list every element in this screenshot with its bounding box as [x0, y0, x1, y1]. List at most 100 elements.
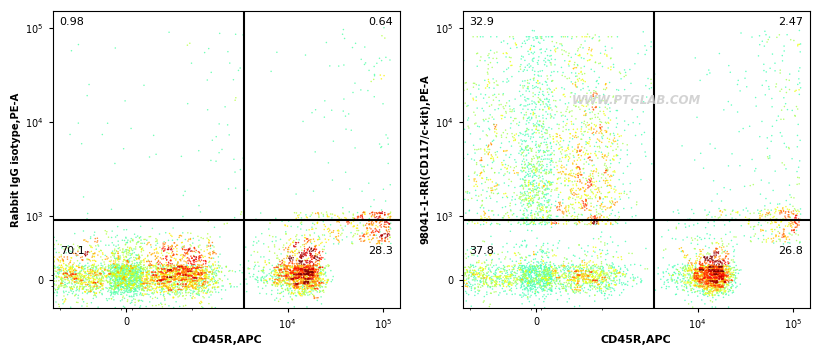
Point: [607, 148, 620, 153]
Point: [80, 216, 94, 222]
Point: [594, 273, 607, 279]
Point: [186, 271, 200, 277]
Point: [644, 44, 658, 49]
Point: [538, 269, 551, 275]
Point: [532, 197, 545, 202]
Point: [572, 71, 585, 77]
Point: [212, 263, 225, 268]
Point: [717, 282, 730, 288]
Point: [60, 270, 73, 276]
Point: [105, 280, 118, 286]
Point: [295, 271, 308, 277]
Point: [354, 236, 367, 241]
Point: [85, 269, 99, 275]
Point: [103, 268, 116, 273]
Point: [544, 272, 557, 278]
Point: [162, 267, 175, 273]
Point: [761, 220, 774, 226]
Point: [716, 265, 729, 270]
Point: [711, 287, 724, 293]
Point: [723, 277, 736, 283]
Point: [679, 255, 692, 260]
Point: [529, 122, 542, 128]
Point: [58, 273, 71, 279]
Point: [713, 274, 726, 280]
Point: [251, 260, 264, 265]
Point: [704, 269, 718, 275]
Point: [530, 168, 544, 174]
Point: [306, 286, 319, 292]
Point: [313, 235, 326, 240]
Point: [604, 264, 617, 270]
Point: [489, 284, 502, 289]
Point: [516, 218, 529, 223]
Point: [186, 269, 199, 274]
Point: [703, 290, 716, 296]
Point: [282, 291, 296, 297]
Point: [302, 269, 315, 275]
Point: [533, 272, 546, 277]
Point: [776, 53, 789, 58]
Point: [197, 279, 210, 285]
Point: [199, 258, 212, 263]
Point: [658, 279, 671, 285]
Point: [302, 269, 315, 275]
Point: [535, 124, 548, 129]
Point: [131, 284, 144, 290]
Point: [525, 279, 539, 284]
Point: [695, 262, 709, 268]
Point: [540, 253, 553, 258]
Point: [154, 278, 167, 284]
Point: [598, 276, 611, 282]
Point: [138, 241, 151, 246]
Point: [486, 114, 499, 120]
Point: [172, 261, 185, 266]
Point: [131, 233, 144, 239]
Point: [704, 272, 718, 278]
Point: [528, 212, 541, 218]
Point: [601, 286, 614, 292]
Point: [701, 274, 714, 279]
Point: [184, 236, 197, 241]
Point: [705, 277, 718, 283]
Point: [284, 272, 297, 277]
Point: [175, 283, 188, 288]
Point: [283, 274, 296, 279]
Point: [698, 293, 711, 298]
Point: [155, 267, 168, 273]
Point: [542, 213, 555, 219]
Point: [156, 269, 169, 275]
Point: [589, 215, 602, 221]
Point: [109, 266, 122, 271]
Point: [277, 293, 290, 299]
Point: [725, 285, 738, 291]
Point: [515, 284, 528, 289]
Point: [486, 138, 499, 144]
Point: [526, 269, 539, 275]
Point: [47, 263, 60, 269]
Point: [179, 251, 192, 257]
Point: [718, 258, 731, 264]
Point: [573, 179, 586, 185]
Point: [694, 278, 707, 284]
Point: [517, 115, 530, 120]
Point: [124, 282, 137, 288]
Point: [264, 68, 277, 74]
Point: [76, 284, 89, 290]
Point: [577, 275, 590, 281]
Point: [80, 273, 93, 278]
Point: [525, 168, 539, 174]
Point: [372, 210, 385, 216]
Point: [788, 230, 801, 235]
Point: [332, 218, 345, 224]
Point: [152, 302, 165, 308]
Point: [589, 263, 602, 269]
Point: [540, 192, 553, 198]
Point: [266, 239, 279, 244]
Point: [461, 281, 474, 286]
Point: [102, 272, 115, 278]
Point: [516, 277, 529, 282]
Point: [713, 263, 726, 268]
Point: [562, 264, 576, 270]
Point: [313, 282, 326, 287]
